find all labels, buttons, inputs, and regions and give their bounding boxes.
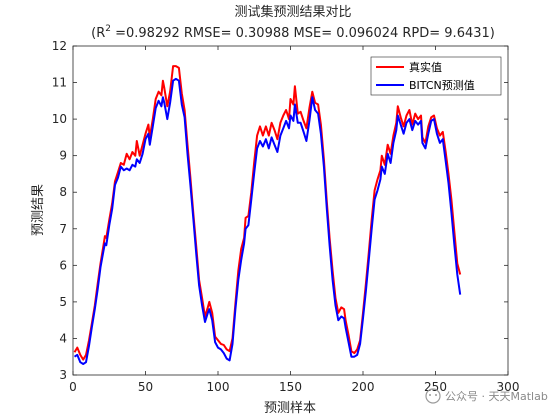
y-tick-label: 9 <box>59 149 67 163</box>
subtitle-superscript: 2 <box>105 24 111 34</box>
y-tick-label: 3 <box>59 368 67 382</box>
x-tick-label: 250 <box>424 380 447 394</box>
legend: 真实值 BITCN预测值 <box>370 56 502 96</box>
chart-title: 测试集预测结果对比 <box>234 4 351 20</box>
x-tick-label: 150 <box>279 380 302 394</box>
ticks-layer: 0 50 100 150 200 250 300 3 4 5 6 7 8 9 10 11 12 <box>52 39 520 394</box>
axes-background <box>73 46 508 375</box>
watermark-text: 公众号 · 天天Matlab <box>445 390 548 403</box>
legend-label-predicted: BITCN预测值 <box>409 79 475 92</box>
chart-subtitle: (R2 =0.98292 RMSE= 0.30988 MSE= 0.096024… <box>91 24 495 41</box>
legend-label-actual: 真实值 <box>409 60 442 74</box>
y-tick-label: 12 <box>52 39 67 53</box>
series-line-actual <box>73 65 462 361</box>
x-tick-label: 100 <box>207 380 230 394</box>
wechat-icon <box>425 388 441 404</box>
subtitle-prefix: (R <box>91 26 105 41</box>
y-tick-label: 8 <box>59 185 67 199</box>
watermark: 公众号 · 天天Matlab <box>425 388 548 404</box>
y-tick-label: 6 <box>59 258 67 272</box>
y-tick-label: 11 <box>52 76 67 90</box>
legend-box <box>370 56 502 96</box>
series-layer <box>73 65 462 365</box>
x-tick-label: 200 <box>352 380 375 394</box>
series-line-predicted <box>73 77 462 365</box>
y-tick-label: 10 <box>52 112 67 126</box>
x-tick-label: 50 <box>138 380 153 394</box>
plot-area: 0 50 100 150 200 250 300 3 4 5 6 7 8 9 10 11 12 <box>52 39 520 394</box>
subtitle-metrics: =0.98292 RMSE= 0.30988 MSE= 0.096024 RPD… <box>111 26 495 41</box>
y-tick-label: 5 <box>59 295 67 309</box>
y-axis-label: 预测结果 <box>31 184 46 236</box>
x-tick-label: 0 <box>69 380 77 394</box>
x-axis-label: 预测样本 <box>264 401 316 416</box>
y-tick-label: 4 <box>59 331 67 345</box>
x-tick-label: 300 <box>497 380 520 394</box>
y-tick-label: 7 <box>59 222 67 236</box>
